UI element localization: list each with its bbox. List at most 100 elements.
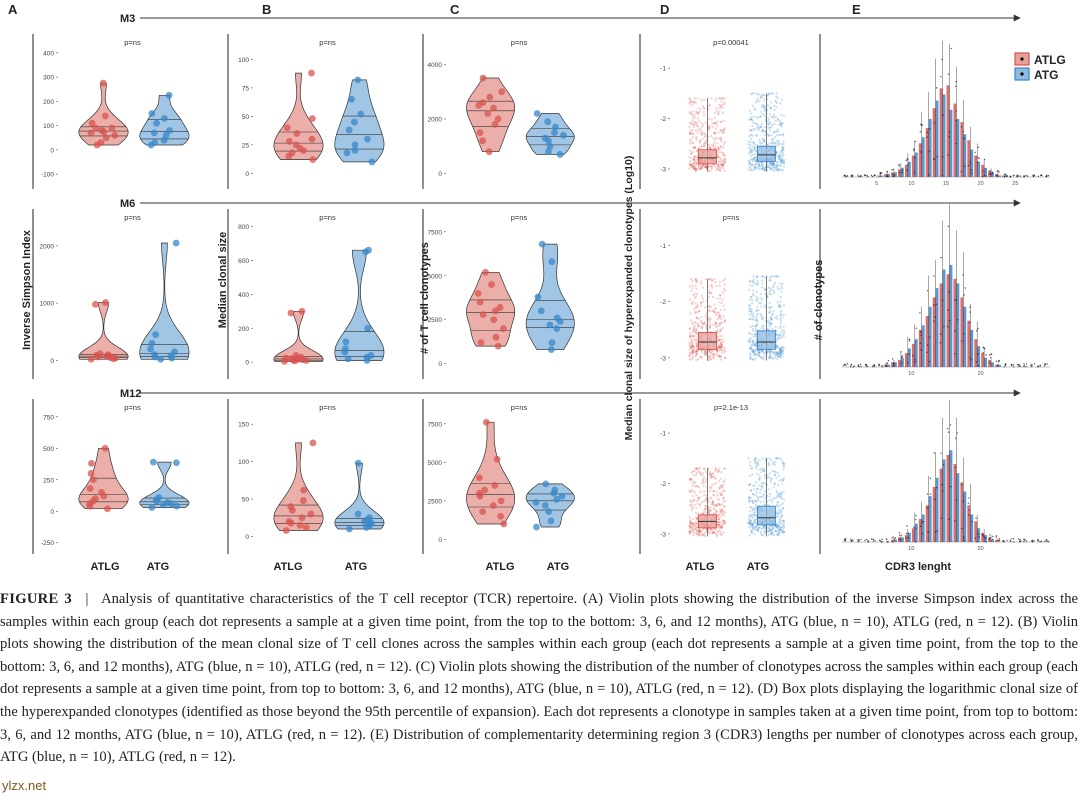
clonotype-dot-atlg [707,278,710,281]
clonotype-dot-atlg [692,524,695,527]
clonotype-dot-atg [750,531,753,534]
clonotype-dot-atg [756,460,759,464]
clonotype-dot-atlg [715,490,718,493]
clonotype-dot-atlg [720,526,723,529]
hist-bar-atg [963,306,967,367]
hist-jitter-dot [867,540,869,542]
clonotype-dot-atg [767,119,770,122]
clonotype-dot-atlg [695,121,698,124]
clonotype-dot-atlg [701,164,704,167]
hist-jitter-dot [1019,365,1022,368]
clonotype-dot-atg [771,526,774,529]
clonotype-dot-atg [781,531,784,534]
clonotype-dot-atlg [693,159,696,162]
clonotype-dot-atg [752,513,756,516]
clonotype-dot-atg [751,358,754,361]
clonotype-dot-atg [762,138,765,141]
data-point-atg [363,357,371,364]
hist-jitter-dot [1019,175,1022,177]
hist-jitter-dot [914,359,916,361]
clonotype-dot-atlg [720,530,723,534]
data-point-atg [341,348,349,356]
clonotype-dot-atlg [723,101,726,104]
clonotype-dot-atlg [719,129,722,132]
clonotype-dot-atlg [693,296,697,299]
clonotype-dot-atlg [723,511,727,514]
clonotype-dot-atlg [704,505,707,508]
clonotype-dot-atlg [709,165,712,169]
clonotype-dot-atg [756,275,759,278]
clonotype-dot-atlg [708,309,712,312]
watermark-text: ylzx.net [2,778,47,793]
clonotype-dot-atg [758,301,761,304]
clonotype-dot-atg [759,471,762,474]
clonotype-dot-atg [773,113,776,116]
hist-bar-atg [963,491,967,542]
clonotype-dot-atlg [714,307,717,310]
clonotype-dot-atlg [705,494,708,497]
y-tick-label: 2000 [428,116,443,123]
clonotype-dot-atlg [688,477,691,480]
clonotype-dot-atlg [708,145,711,148]
clonotype-dot-atg [774,470,777,474]
clonotype-dot-atg [775,351,779,354]
clonotype-dot-atg [781,156,784,159]
clonotype-dot-atlg [718,523,721,526]
clonotype-dot-atg [766,132,769,136]
hist-jitter-dot [1046,363,1048,365]
hist-jitter-dot [997,170,999,172]
clonotype-dot-atg [770,478,773,481]
hist-bar-atg [942,269,946,367]
data-point-atlg [101,444,109,452]
data-point-atlg [99,79,107,87]
clonotype-dot-atg [759,168,763,171]
clonotype-dot-atlg [722,164,725,167]
clonotype-dot-atlg [696,322,700,325]
hist-jitter-dot [960,527,963,530]
hist-jitter-dot [865,364,867,367]
hist-jitter-dot [990,353,992,356]
clonotype-dot-atg [776,285,779,288]
clonotype-dot-atlg [719,355,722,359]
clonotype-dot-atg [775,151,779,154]
clonotype-dot-atg [767,526,771,529]
clonotype-dot-atlg [724,521,727,524]
clonotype-dot-atlg [697,107,700,110]
hist-jitter-dot [982,352,984,354]
clonotype-dot-atlg [710,502,713,505]
clonotype-dot-atlg [718,324,721,327]
clonotype-dot-atg [750,308,753,311]
clonotype-dot-atg [751,279,754,282]
clonotype-dot-atg [764,292,767,295]
clonotype-dot-atg [761,165,765,168]
hist-jitter-dot [1009,540,1012,543]
clonotype-dot-atg [778,517,782,520]
clonotype-dot-atlg [692,534,695,537]
clonotype-dot-atlg [689,522,692,525]
clonotype-dot-atlg [722,119,726,122]
clonotype-dot-atg [747,339,751,342]
clonotype-dot-atlg [718,104,721,107]
clonotype-dot-atg [779,528,782,532]
hist-jitter-dot [947,431,950,433]
clonotype-dot-atg [779,282,782,285]
clonotype-dot-atlg [720,104,723,107]
clonotype-dot-atlg [712,143,715,147]
clonotype-dot-atg [749,488,753,492]
hist-jitter-dot [955,499,958,502]
hist-jitter-dot [936,155,938,158]
hist-jitter-dot [949,424,952,426]
clonotype-dot-atg [757,309,760,312]
clonotype-dot-atg [783,530,786,534]
hist-jitter-dot [901,355,904,357]
hist-bar-atlg [911,528,915,542]
clonotype-dot-atg [748,483,752,487]
clonotype-dot-atg [776,301,779,304]
y-tick-label: 2500 [428,317,443,324]
hist-jitter-dot [926,507,929,509]
clonotype-dot-atg [754,506,757,509]
clonotype-dot-atg [781,161,784,164]
data-point-atlg [298,307,306,315]
clonotype-dot-atlg [717,345,720,348]
data-point-atlg [110,355,117,363]
